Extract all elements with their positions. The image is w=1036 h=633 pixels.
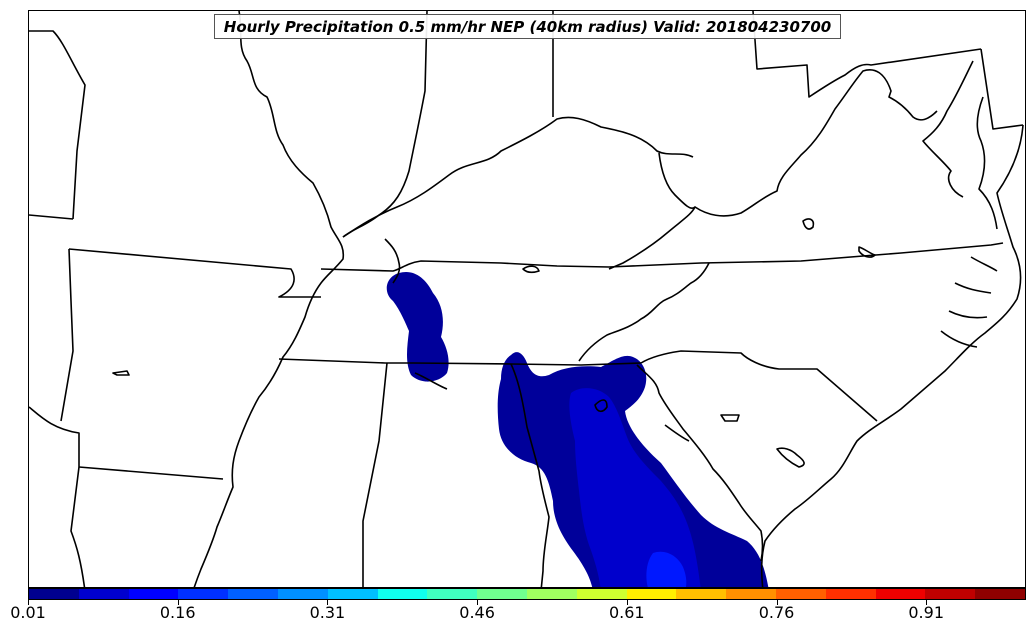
state-line-tx [29, 406, 86, 587]
colorbar-tick-label: 0.01 [10, 603, 46, 622]
lake-ga [594, 399, 608, 413]
lake-marion [776, 447, 805, 468]
state-line-wv [694, 69, 938, 217]
colorbar-segment [925, 589, 976, 599]
colorbar-segment [975, 589, 1025, 599]
state-line-ga-sc [636, 364, 764, 562]
colorbar-tick-label: 0.46 [459, 603, 495, 622]
state-line-tn-nc [578, 262, 710, 362]
colorbar-segment [775, 589, 826, 599]
colorbar-tick [926, 600, 928, 605]
colorbar-segment [626, 589, 677, 599]
colorbar-tick [626, 600, 628, 605]
colorbar-segment [825, 589, 876, 599]
colorbar-tick [776, 600, 778, 605]
state-line-ky-wv-va [608, 152, 696, 270]
ohio-river [342, 116, 694, 238]
colorbar-segment [178, 589, 229, 599]
colorbar-tick-label: 0.76 [758, 603, 795, 622]
probability-shading [386, 271, 769, 587]
state-line-mo-ar [68, 248, 321, 298]
chesapeake-bay [922, 60, 998, 230]
colorbar-segment [327, 589, 378, 599]
state-line-al-ga [510, 363, 550, 587]
colorbar-tick-label: 0.16 [159, 603, 196, 622]
probability-region-ga-core [646, 551, 687, 587]
reservoir-nc [858, 246, 876, 258]
state-line-ok-ks [29, 214, 74, 220]
map-canvas [29, 11, 1024, 587]
lake-hartwell [664, 424, 690, 442]
map-panel [28, 10, 1026, 588]
colorbar-segment [726, 589, 776, 599]
probability-region-tn [386, 271, 449, 382]
colorbar-tick [327, 600, 329, 605]
mississippi-river [193, 11, 345, 587]
colorbar-tick-label: 0.31 [309, 603, 346, 622]
atlantic-coast [760, 124, 1024, 587]
colorbar-segment [29, 589, 79, 599]
kentucky-lake [384, 238, 401, 284]
lake-ar [112, 370, 130, 376]
colorbar-segment [576, 589, 627, 599]
colorbar-tick [177, 600, 179, 605]
colorbar-tick-label: 0.61 [608, 603, 645, 622]
colorbar-segment [228, 589, 278, 599]
state-line-tn-south [278, 358, 642, 366]
colorbar-segment [676, 589, 727, 599]
colorbar [28, 588, 1026, 600]
probability-region-ga-mid [569, 388, 701, 587]
state-line-de [980, 48, 1024, 130]
colorbar-segment [477, 589, 527, 599]
lake-sc [720, 414, 740, 422]
colorbar-tick [28, 600, 29, 605]
colorbar-segment [128, 589, 179, 599]
pamlico-sound [940, 256, 998, 348]
lake-tn [522, 265, 540, 274]
state-line-ms-al [362, 362, 388, 587]
colorbar-segment [427, 589, 478, 599]
state-line-il-in [342, 11, 428, 238]
colorbar-segment [277, 589, 328, 599]
boundaries [29, 11, 1024, 587]
reservoir-va [802, 218, 815, 230]
map-title: Hourly Precipitation 0.5 mm/hr NEP (40km… [214, 14, 841, 39]
state-line-md-pa [752, 11, 982, 98]
state-line-ky-tn-va-nc [320, 242, 1004, 272]
colorbar-tick [477, 600, 479, 605]
state-line-nc-sc [640, 350, 878, 422]
state-line-ks-mo [29, 30, 86, 220]
colorbar-segment [526, 589, 577, 599]
colorbar-segment [78, 589, 129, 599]
state-line-ar-la [78, 466, 224, 480]
tennessee-river-al [414, 372, 448, 390]
colorbar-segment [377, 589, 428, 599]
colorbar-tick-label: 0.91 [908, 603, 944, 622]
colorbar-segment [875, 589, 926, 599]
state-line-ok-ar [60, 248, 74, 422]
